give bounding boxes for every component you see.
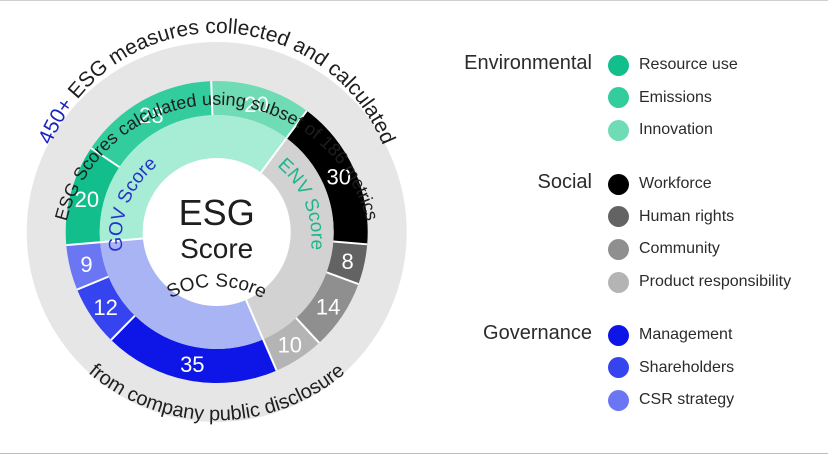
value-label-product-responsibility: 10 (278, 332, 302, 357)
legend-swatch (608, 119, 629, 141)
pillar-divider (260, 137, 288, 174)
value-label-csr-strategy: 9 (80, 252, 92, 277)
segment-divider (110, 314, 136, 341)
segment-divider (285, 110, 308, 139)
value-label-workforce: 30 (327, 165, 351, 190)
segment-divider (326, 271, 359, 285)
segment-divider (262, 338, 278, 371)
value-label-shareholders: 12 (93, 295, 117, 320)
segment-divider (210, 81, 214, 116)
legend-group-environmental: Environmental (464, 52, 592, 74)
legend-item-management: Management (608, 323, 732, 347)
segment-workforce (286, 110, 368, 245)
value-label-emissions: 28 (139, 103, 163, 128)
legend-swatch (608, 271, 629, 293)
legend-label: Innovation (639, 121, 713, 139)
legend-label: Product responsibility (639, 273, 792, 291)
segment-divider (295, 317, 320, 344)
legend-label: Human rights (639, 207, 735, 225)
legend-label: Resource use (639, 56, 738, 73)
legend-item-human-rights: Human rights (608, 205, 734, 229)
legend-swatch (608, 206, 629, 228)
segment-shareholders (77, 276, 135, 340)
segment-csr-strategy (66, 242, 109, 290)
center-label-score: Score (180, 233, 253, 264)
legend-label: Emissions (639, 88, 712, 106)
segment-product-responsibility (263, 317, 320, 371)
legend-swatch (608, 238, 629, 260)
legend-swatch (608, 54, 629, 76)
segment-human-rights (326, 241, 368, 285)
value-label-management: 35 (180, 352, 204, 377)
value-label-innovation: 20 (244, 92, 268, 117)
legend-group-social: Social (537, 171, 592, 193)
pillar-ring-soc (246, 138, 334, 340)
legend-label: Management (639, 326, 733, 343)
legend-item-innovation: Innovation (608, 118, 713, 142)
pillar-divider (245, 299, 265, 340)
legend-label: Workforce (639, 175, 712, 192)
segment-divider (333, 240, 368, 246)
segment-management (111, 315, 277, 384)
legend-item-product-responsibility: Product responsibility (608, 270, 791, 294)
pillar-ring-gov (100, 238, 264, 349)
pillar-divider (100, 237, 144, 244)
segment-innovation (211, 81, 307, 139)
center-disc (142, 158, 291, 306)
legend-item-csr-strategy: CSR strategy (608, 388, 734, 412)
segment-divider (76, 275, 109, 291)
value-label-community: 14 (316, 294, 340, 319)
legend-group-governance: Governance (483, 322, 592, 344)
legend-swatch (608, 324, 629, 346)
value-label-resource-use: 20 (75, 187, 99, 212)
legend-label: Community (639, 240, 720, 258)
center-label-esg: ESG (179, 192, 255, 233)
legend-item-community: Community (608, 237, 720, 261)
legend-item-emissions: Emissions (608, 86, 712, 110)
segment-community (296, 272, 359, 343)
legend-item-shareholders: Shareholders (608, 356, 734, 380)
legend-swatch (608, 357, 629, 379)
segment-emissions (91, 81, 213, 168)
segment-resource-use (65, 148, 120, 246)
legend: Environmental Resource use Emissions Innova… (440, 0, 828, 454)
value-label-human-rights: 8 (341, 249, 353, 274)
segment-divider (90, 147, 120, 168)
legend-swatch (608, 87, 629, 109)
legend-item-workforce: Workforce (608, 172, 712, 196)
pillar-ring-env (99, 114, 287, 243)
legend-label: CSR strategy (639, 391, 735, 409)
legend-label: Shareholders (639, 358, 735, 376)
legend-swatch (608, 173, 629, 195)
legend-swatch (608, 389, 629, 411)
segment-divider (66, 241, 101, 247)
legend-item-resource-use: Resource use (608, 53, 738, 77)
